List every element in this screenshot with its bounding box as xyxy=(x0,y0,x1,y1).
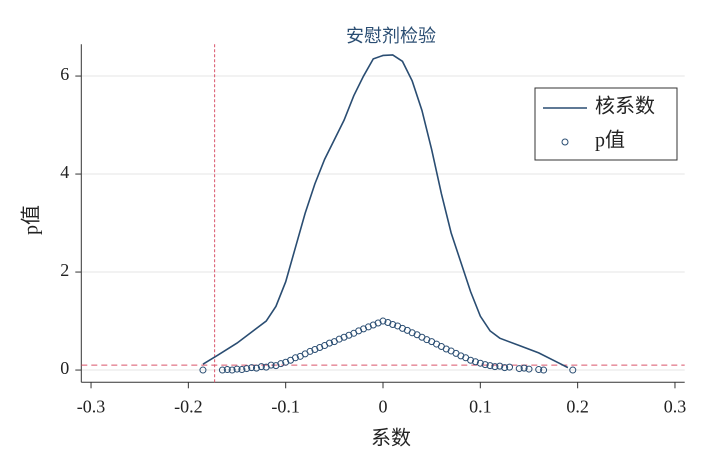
point xyxy=(248,364,256,372)
point xyxy=(569,366,577,374)
y-tick-label: 0 xyxy=(60,358,69,378)
x-axis-label: 系数 xyxy=(371,427,411,450)
point xyxy=(218,366,226,374)
legend-label: 核系数 xyxy=(595,95,655,118)
point xyxy=(520,364,528,372)
y-tick-label: 6 xyxy=(60,64,69,84)
point xyxy=(252,364,260,372)
point xyxy=(471,358,479,366)
point xyxy=(481,361,489,369)
point xyxy=(525,365,533,373)
point xyxy=(291,354,299,362)
y-tick-label: 4 xyxy=(60,162,69,182)
point xyxy=(496,362,504,370)
point xyxy=(223,366,231,374)
point xyxy=(389,320,397,328)
x-tick-label: 0.1 xyxy=(469,396,492,416)
legend-box xyxy=(534,87,678,161)
point xyxy=(267,361,275,369)
x-tick-label: -0.1 xyxy=(271,396,300,416)
point xyxy=(277,360,285,368)
legend-label: p值 xyxy=(595,129,625,152)
point xyxy=(233,365,241,373)
point xyxy=(467,356,475,364)
point xyxy=(540,366,548,374)
x-tick-label: 0.2 xyxy=(566,396,589,416)
chart-title: 安慰剂检验 xyxy=(346,26,436,46)
point xyxy=(238,366,246,374)
x-tick-label: 0 xyxy=(379,396,388,416)
x-tick-label: -0.2 xyxy=(174,396,203,416)
point xyxy=(257,363,265,371)
point xyxy=(476,359,484,367)
point xyxy=(243,365,251,373)
point xyxy=(501,364,509,372)
point xyxy=(379,317,387,325)
x-tick-label: 0.3 xyxy=(664,396,687,416)
legend-marker xyxy=(561,138,569,146)
density-line xyxy=(202,54,569,369)
point xyxy=(325,339,333,347)
point xyxy=(228,366,236,374)
point xyxy=(199,366,207,374)
point xyxy=(486,362,494,370)
point xyxy=(515,365,523,373)
y-axis-label: p值 xyxy=(20,205,43,235)
point xyxy=(506,363,514,371)
point xyxy=(491,363,499,371)
y-tick-label: 2 xyxy=(60,260,69,280)
point xyxy=(535,366,543,374)
x-tick-label: -0.3 xyxy=(77,396,106,416)
